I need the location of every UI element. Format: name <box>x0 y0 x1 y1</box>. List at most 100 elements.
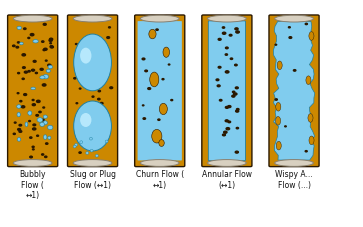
Ellipse shape <box>308 114 313 122</box>
Circle shape <box>42 41 44 42</box>
Circle shape <box>40 68 43 70</box>
Circle shape <box>29 121 30 122</box>
FancyBboxPatch shape <box>135 15 185 167</box>
Circle shape <box>236 127 238 129</box>
Circle shape <box>79 88 81 89</box>
Circle shape <box>104 66 106 67</box>
Circle shape <box>85 106 86 107</box>
Circle shape <box>49 39 52 41</box>
Text: Wispy A...
Flow (...): Wispy A... Flow (...) <box>275 170 313 190</box>
Circle shape <box>99 54 102 56</box>
Circle shape <box>162 79 164 80</box>
Circle shape <box>13 133 15 135</box>
Circle shape <box>82 42 85 43</box>
FancyBboxPatch shape <box>138 21 182 160</box>
Circle shape <box>43 23 46 25</box>
Ellipse shape <box>40 76 45 79</box>
Ellipse shape <box>46 69 50 72</box>
FancyBboxPatch shape <box>202 15 252 167</box>
Circle shape <box>45 156 47 158</box>
Ellipse shape <box>48 136 51 139</box>
Circle shape <box>37 100 40 102</box>
Circle shape <box>225 47 228 49</box>
Ellipse shape <box>152 129 162 143</box>
Polygon shape <box>273 22 315 160</box>
Circle shape <box>98 90 101 92</box>
Ellipse shape <box>140 160 179 166</box>
Ellipse shape <box>150 72 159 87</box>
Circle shape <box>289 37 292 38</box>
FancyBboxPatch shape <box>269 15 319 167</box>
Circle shape <box>82 130 84 131</box>
Circle shape <box>50 46 53 48</box>
Circle shape <box>225 71 229 73</box>
Circle shape <box>216 79 219 81</box>
Circle shape <box>236 31 239 33</box>
Circle shape <box>16 46 19 48</box>
Ellipse shape <box>276 141 281 150</box>
Circle shape <box>39 111 41 113</box>
Circle shape <box>88 64 91 66</box>
Ellipse shape <box>17 26 21 30</box>
Ellipse shape <box>73 145 76 148</box>
Circle shape <box>102 45 105 47</box>
Circle shape <box>22 78 24 79</box>
Circle shape <box>234 64 237 66</box>
Ellipse shape <box>43 74 49 79</box>
Circle shape <box>225 106 228 108</box>
Circle shape <box>235 28 238 30</box>
Ellipse shape <box>90 149 93 152</box>
Ellipse shape <box>17 138 21 141</box>
Ellipse shape <box>95 154 98 157</box>
Circle shape <box>236 109 239 110</box>
Ellipse shape <box>309 136 314 145</box>
Circle shape <box>18 128 21 130</box>
Circle shape <box>217 85 220 87</box>
Circle shape <box>33 149 34 150</box>
Ellipse shape <box>208 160 246 166</box>
Circle shape <box>225 54 228 55</box>
Circle shape <box>77 75 80 76</box>
Circle shape <box>228 106 231 108</box>
Circle shape <box>24 94 26 96</box>
Ellipse shape <box>43 115 47 118</box>
Circle shape <box>168 64 170 65</box>
Circle shape <box>32 69 34 71</box>
Circle shape <box>92 96 94 97</box>
Circle shape <box>50 43 52 44</box>
Circle shape <box>107 37 110 38</box>
Circle shape <box>100 102 103 104</box>
Ellipse shape <box>28 111 32 115</box>
Circle shape <box>76 131 78 132</box>
Circle shape <box>109 27 110 28</box>
Text: Slug or Plug
Flow (↔1): Slug or Plug Flow (↔1) <box>70 170 115 190</box>
Circle shape <box>48 64 51 66</box>
Ellipse shape <box>17 112 20 117</box>
Ellipse shape <box>80 141 83 143</box>
Circle shape <box>87 143 89 145</box>
Circle shape <box>236 110 239 112</box>
Ellipse shape <box>309 32 314 40</box>
Circle shape <box>275 44 277 45</box>
Circle shape <box>171 99 173 101</box>
Circle shape <box>229 34 232 36</box>
Circle shape <box>30 34 34 36</box>
Circle shape <box>224 131 227 133</box>
Circle shape <box>43 49 45 51</box>
Circle shape <box>142 58 145 60</box>
Ellipse shape <box>33 39 38 43</box>
Ellipse shape <box>20 42 23 45</box>
Circle shape <box>285 126 286 127</box>
Ellipse shape <box>80 48 91 64</box>
Circle shape <box>89 46 91 47</box>
Circle shape <box>143 118 146 119</box>
Ellipse shape <box>17 105 21 108</box>
Circle shape <box>35 72 37 74</box>
Circle shape <box>17 42 20 43</box>
Circle shape <box>223 27 225 28</box>
Ellipse shape <box>73 160 112 166</box>
Circle shape <box>158 119 160 120</box>
Text: Bubbly
Flow (
↔1): Bubbly Flow ( ↔1) <box>19 170 46 200</box>
Ellipse shape <box>105 140 108 143</box>
Circle shape <box>235 87 238 89</box>
